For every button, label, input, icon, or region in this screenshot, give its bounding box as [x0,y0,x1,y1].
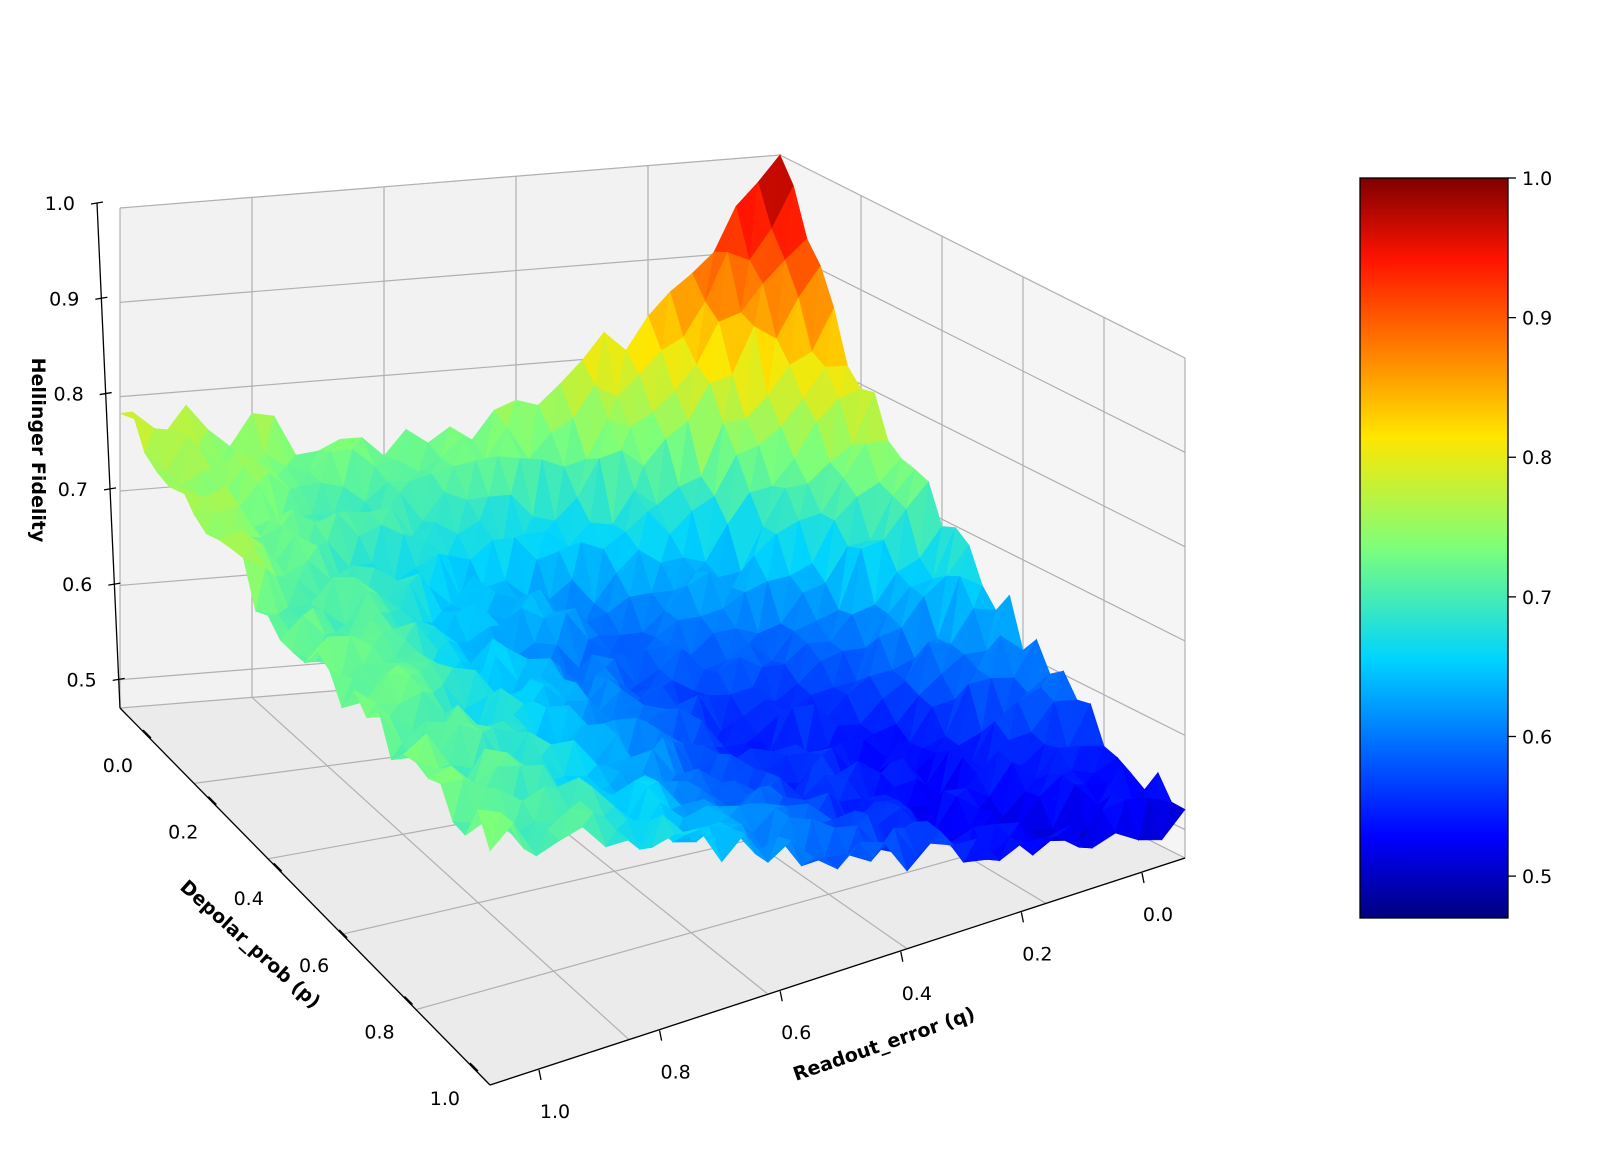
y-tick [142,729,152,739]
z-tick-label: 0.8 [53,384,83,406]
surface-facet [767,836,792,863]
y-tick-label: 0.0 [103,755,133,777]
colorbar: 0.5 0.6 0.7 0.8 0.9 1.0 [1359,168,1552,919]
wall-gridline [779,248,1186,453]
surface-facet [698,825,722,862]
axes [90,201,1186,1086]
x-tick-label: 1.0 [540,1101,570,1123]
y-tick-label: 1.0 [430,1088,460,1110]
surface-plot [119,153,1186,872]
y-tick-label: 0.8 [364,1021,394,1043]
tick-labels: 0.5 0.6 0.7 0.8 0.9 1.0 0.0 0.2 0.4 0.6 0.8 1.0 0.0 0… [45,193,1173,1123]
colorbar-tick-label: 0.5 [1522,866,1552,888]
surface-facet [1022,837,1047,856]
surface-facet [605,830,630,848]
x-tick [900,951,904,962]
colorbar-tick-label: 1.0 [1522,168,1552,190]
surface-facet [998,837,1024,862]
surface-facet [1068,825,1094,849]
surface-facet [744,833,769,863]
y-axis-line [119,707,491,1086]
surface-facet [675,828,699,835]
wall-gridline [119,154,781,209]
x-tick-label: 0.4 [902,983,932,1005]
x-tick-label: 0.8 [660,1062,690,1084]
floor-gridline [251,696,630,1041]
y-tick [338,929,348,939]
surface-facet [512,823,537,857]
x-tick-label: 0.0 [1143,904,1173,926]
z-tick-label: 1.0 [45,193,75,215]
x-axis-line [489,857,1186,1086]
surface-facet [883,827,908,872]
z-tick [90,201,104,205]
x-tick [1141,872,1145,884]
x-axis-label: Readout_error (q) [790,1003,978,1086]
surface-facet [721,828,746,862]
x-tick [1020,912,1025,923]
x-tick-label: 0.6 [781,1022,811,1044]
colorbar-tick-label: 0.7 [1522,587,1552,609]
surface-facet [814,857,838,870]
surface-facet [558,808,584,842]
z-tick-label: 0.5 [66,669,96,691]
y-tick [207,796,217,806]
z-axis-line [96,202,121,709]
surface-facet [535,829,561,857]
surface-facet [489,812,514,851]
wall-gridline [119,248,781,303]
surface-facet [860,841,885,862]
surface-facet [952,838,978,863]
z-tick [112,677,125,682]
surface-facet [929,830,955,846]
z-tick [95,296,108,300]
z-tick-label: 0.9 [49,288,79,310]
surface-facet [1045,825,1070,838]
z-tick [108,582,121,586]
surface-facet [906,843,931,872]
surface-facet [628,839,653,850]
colorbar-tick-label: 0.9 [1522,308,1552,330]
surface-facet [651,814,676,849]
x-tick [779,991,783,1002]
x-tick [538,1069,542,1081]
y-tick-label: 0.4 [234,888,264,910]
z-tick-label: 0.7 [58,479,88,501]
surface-facet [976,838,1001,861]
surface-facet [1161,801,1186,840]
x-tick [658,1030,663,1041]
y-tick-label: 0.6 [299,955,329,977]
surface-facet [1115,799,1140,841]
surface-facet [837,841,861,870]
z-tick [103,487,117,491]
z-tick [99,391,112,396]
surface-facet [582,812,607,848]
surface-facet [1091,809,1116,849]
wall-gridline [779,154,1186,359]
colorbar-tick-label: 0.6 [1522,726,1552,748]
surface-facet [790,839,815,867]
x-tick-label: 0.2 [1022,943,1052,965]
colorbar-gradient [1359,177,1509,919]
z-tick-label: 0.6 [62,574,92,596]
colorbar-tick-label: 0.8 [1522,447,1552,469]
y-tick-label: 0.2 [168,822,198,844]
z-axis-label: Hellinger Fidelity [27,358,49,543]
y-tick [273,862,283,872]
y-tick [404,995,414,1005]
surface-facet [1138,796,1163,841]
y-tick [469,1062,479,1072]
